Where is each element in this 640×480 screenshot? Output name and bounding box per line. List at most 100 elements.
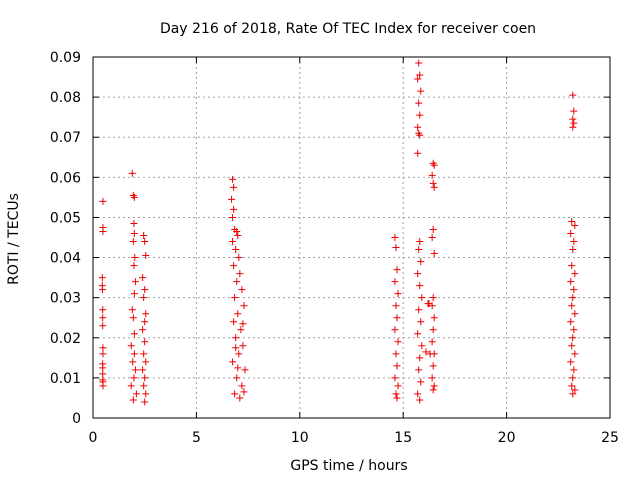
data-point bbox=[128, 169, 136, 177]
data-point bbox=[570, 326, 578, 334]
data-point bbox=[232, 334, 240, 342]
data-point bbox=[571, 221, 579, 229]
data-point bbox=[130, 290, 138, 298]
data-point bbox=[235, 350, 243, 358]
data-point bbox=[98, 274, 106, 282]
data-point bbox=[99, 364, 107, 372]
data-point bbox=[391, 374, 399, 382]
data-point bbox=[569, 123, 577, 131]
data-point bbox=[570, 119, 578, 127]
data-point bbox=[416, 71, 424, 79]
data-point bbox=[99, 322, 107, 330]
data-points bbox=[98, 59, 579, 406]
data-point bbox=[569, 334, 577, 342]
x-tick-label: 15 bbox=[394, 430, 412, 446]
y-tick-label: 0.06 bbox=[50, 170, 81, 186]
data-point bbox=[394, 382, 402, 390]
data-point bbox=[567, 229, 575, 237]
x-axis-label: GPS time / hours bbox=[290, 458, 407, 474]
data-point bbox=[234, 364, 242, 372]
data-point bbox=[142, 252, 150, 260]
data-point bbox=[391, 278, 399, 286]
data-point bbox=[229, 238, 237, 246]
data-point bbox=[130, 193, 138, 201]
data-point bbox=[429, 386, 437, 394]
data-point bbox=[130, 229, 138, 237]
data-point bbox=[237, 326, 245, 334]
data-point bbox=[569, 390, 577, 398]
data-point bbox=[416, 238, 424, 246]
data-point bbox=[416, 354, 424, 362]
data-point bbox=[568, 382, 576, 390]
grid-lines bbox=[93, 57, 610, 418]
data-point bbox=[130, 219, 138, 227]
data-point bbox=[129, 396, 137, 404]
data-point bbox=[571, 270, 579, 278]
data-point bbox=[239, 320, 247, 328]
y-axis-label: ROTI / TECUs bbox=[6, 193, 22, 285]
data-point bbox=[238, 382, 246, 390]
data-point bbox=[235, 254, 243, 262]
data-point bbox=[567, 278, 575, 286]
data-point bbox=[392, 302, 400, 310]
data-point bbox=[231, 390, 239, 398]
y-tick-label: 0.07 bbox=[50, 130, 81, 146]
data-point bbox=[130, 350, 138, 358]
data-point bbox=[140, 350, 148, 358]
data-point bbox=[569, 294, 577, 302]
data-point bbox=[568, 262, 576, 270]
data-point bbox=[430, 250, 438, 258]
data-point bbox=[571, 310, 579, 318]
data-point bbox=[129, 238, 137, 246]
data-point bbox=[142, 310, 150, 318]
data-point bbox=[140, 231, 148, 239]
plot-frame bbox=[92, 56, 611, 419]
data-point bbox=[430, 350, 438, 358]
data-point bbox=[129, 358, 137, 366]
data-point bbox=[417, 258, 425, 266]
data-point bbox=[139, 366, 147, 374]
x-tick-label: 10 bbox=[291, 430, 309, 446]
y-tick-label: 0 bbox=[72, 411, 81, 427]
data-point bbox=[391, 326, 399, 334]
data-point bbox=[230, 318, 238, 326]
data-point bbox=[233, 227, 241, 235]
data-point bbox=[130, 374, 138, 382]
data-point bbox=[429, 362, 437, 370]
data-point bbox=[232, 246, 240, 254]
data-point bbox=[393, 362, 401, 370]
data-point bbox=[130, 262, 138, 270]
data-point bbox=[140, 382, 148, 390]
data-point bbox=[571, 386, 579, 394]
y-tick-label: 0.01 bbox=[50, 371, 81, 387]
data-point bbox=[230, 205, 238, 213]
data-point bbox=[99, 350, 107, 358]
data-point bbox=[569, 246, 577, 254]
data-point bbox=[392, 350, 400, 358]
data-point bbox=[414, 330, 422, 338]
data-point bbox=[567, 318, 575, 326]
data-point bbox=[393, 314, 401, 322]
data-point bbox=[141, 374, 149, 382]
data-point bbox=[99, 314, 107, 322]
data-point bbox=[417, 318, 425, 326]
x-tick-label: 0 bbox=[89, 430, 98, 446]
data-point bbox=[417, 378, 425, 386]
data-point bbox=[99, 286, 107, 294]
data-point bbox=[141, 286, 149, 294]
data-point bbox=[127, 342, 135, 350]
data-point bbox=[428, 171, 436, 179]
data-point bbox=[429, 326, 437, 334]
data-point bbox=[236, 394, 244, 402]
data-point bbox=[99, 227, 107, 235]
data-point bbox=[240, 388, 248, 396]
data-point bbox=[233, 278, 241, 286]
data-point bbox=[570, 366, 578, 374]
data-point bbox=[238, 286, 246, 294]
data-point bbox=[127, 382, 135, 390]
data-point bbox=[99, 370, 107, 378]
y-tick-label: 0.02 bbox=[50, 331, 81, 347]
data-point bbox=[567, 358, 575, 366]
x-tick-label: 20 bbox=[498, 430, 516, 446]
data-point bbox=[394, 338, 402, 346]
